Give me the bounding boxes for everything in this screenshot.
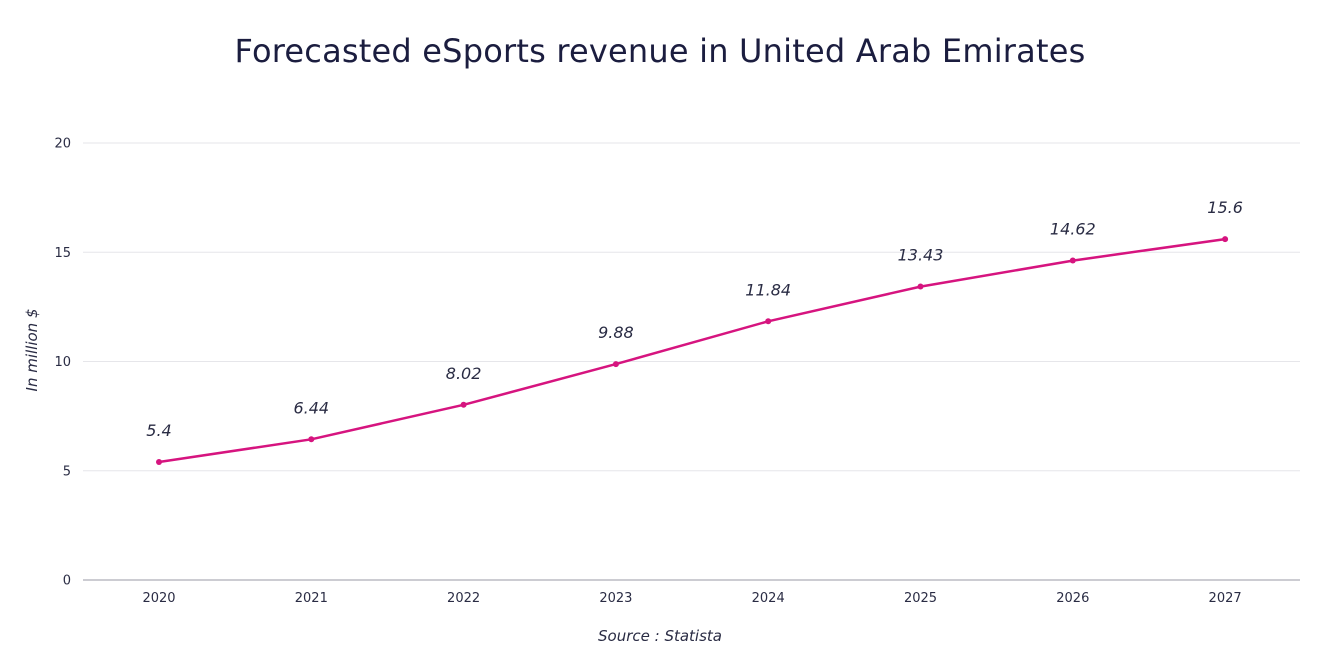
gridlines [83,142,1300,472]
data-point-2022 [460,401,467,408]
series-line-esports-revenue [157,237,1227,464]
data-point-2027 [1222,236,1229,243]
data-label-2026: 14.62 [1050,220,1096,239]
data-point-2020 [156,459,162,466]
chart-title: Forecasted eSports revenue in United Ara… [234,32,1086,70]
data-label-2024: 11.84 [745,280,791,299]
data-label-2025: 13.43 [898,246,944,265]
data-points [156,236,1229,466]
data-point-2021 [308,436,315,443]
data-label-2022: 8.02 [446,364,482,383]
source-note: Source : Statista [598,627,722,645]
y-axis-title: In million $ [23,309,41,392]
x-tick-label-2023: 2023 [599,591,632,606]
data-label-2023: 9.88 [598,323,634,342]
y-tick-label-5: 5 [63,464,71,479]
data-point-2023 [612,361,619,368]
data-point-2026 [1069,257,1076,264]
y-tick-label-15: 15 [54,246,71,261]
y-tick-label-10: 10 [54,355,71,370]
y-tick-label-0: 0 [63,574,71,589]
x-tick-label-2021: 2021 [295,591,328,606]
data-label-2020: 5.4 [146,421,171,440]
data-label-2021: 6.44 [293,398,329,417]
x-tick-label-2027: 2027 [1209,591,1242,606]
x-tick-label-2024: 2024 [752,591,785,606]
x-tick-label-2020: 2020 [142,591,175,606]
x-tick-label-2026: 2026 [1056,591,1089,606]
data-labels: 5.4 6.44 8.02 9.88 11.84 13.43 14.62 15.6 [146,198,1243,440]
data-point-2025 [917,283,924,290]
x-tick-label-2022: 2022 [447,591,480,606]
y-tick-label-20: 20 [54,137,71,152]
data-label-2027: 15.6 [1207,198,1243,217]
x-tick-label-2025: 2025 [904,591,937,606]
data-point-2024 [765,318,772,325]
x-axis-ticks: 2020 2021 2022 2023 2024 2025 2026 2027 [142,591,1241,606]
y-axis-ticks: 0 5 10 15 20 [54,137,71,589]
